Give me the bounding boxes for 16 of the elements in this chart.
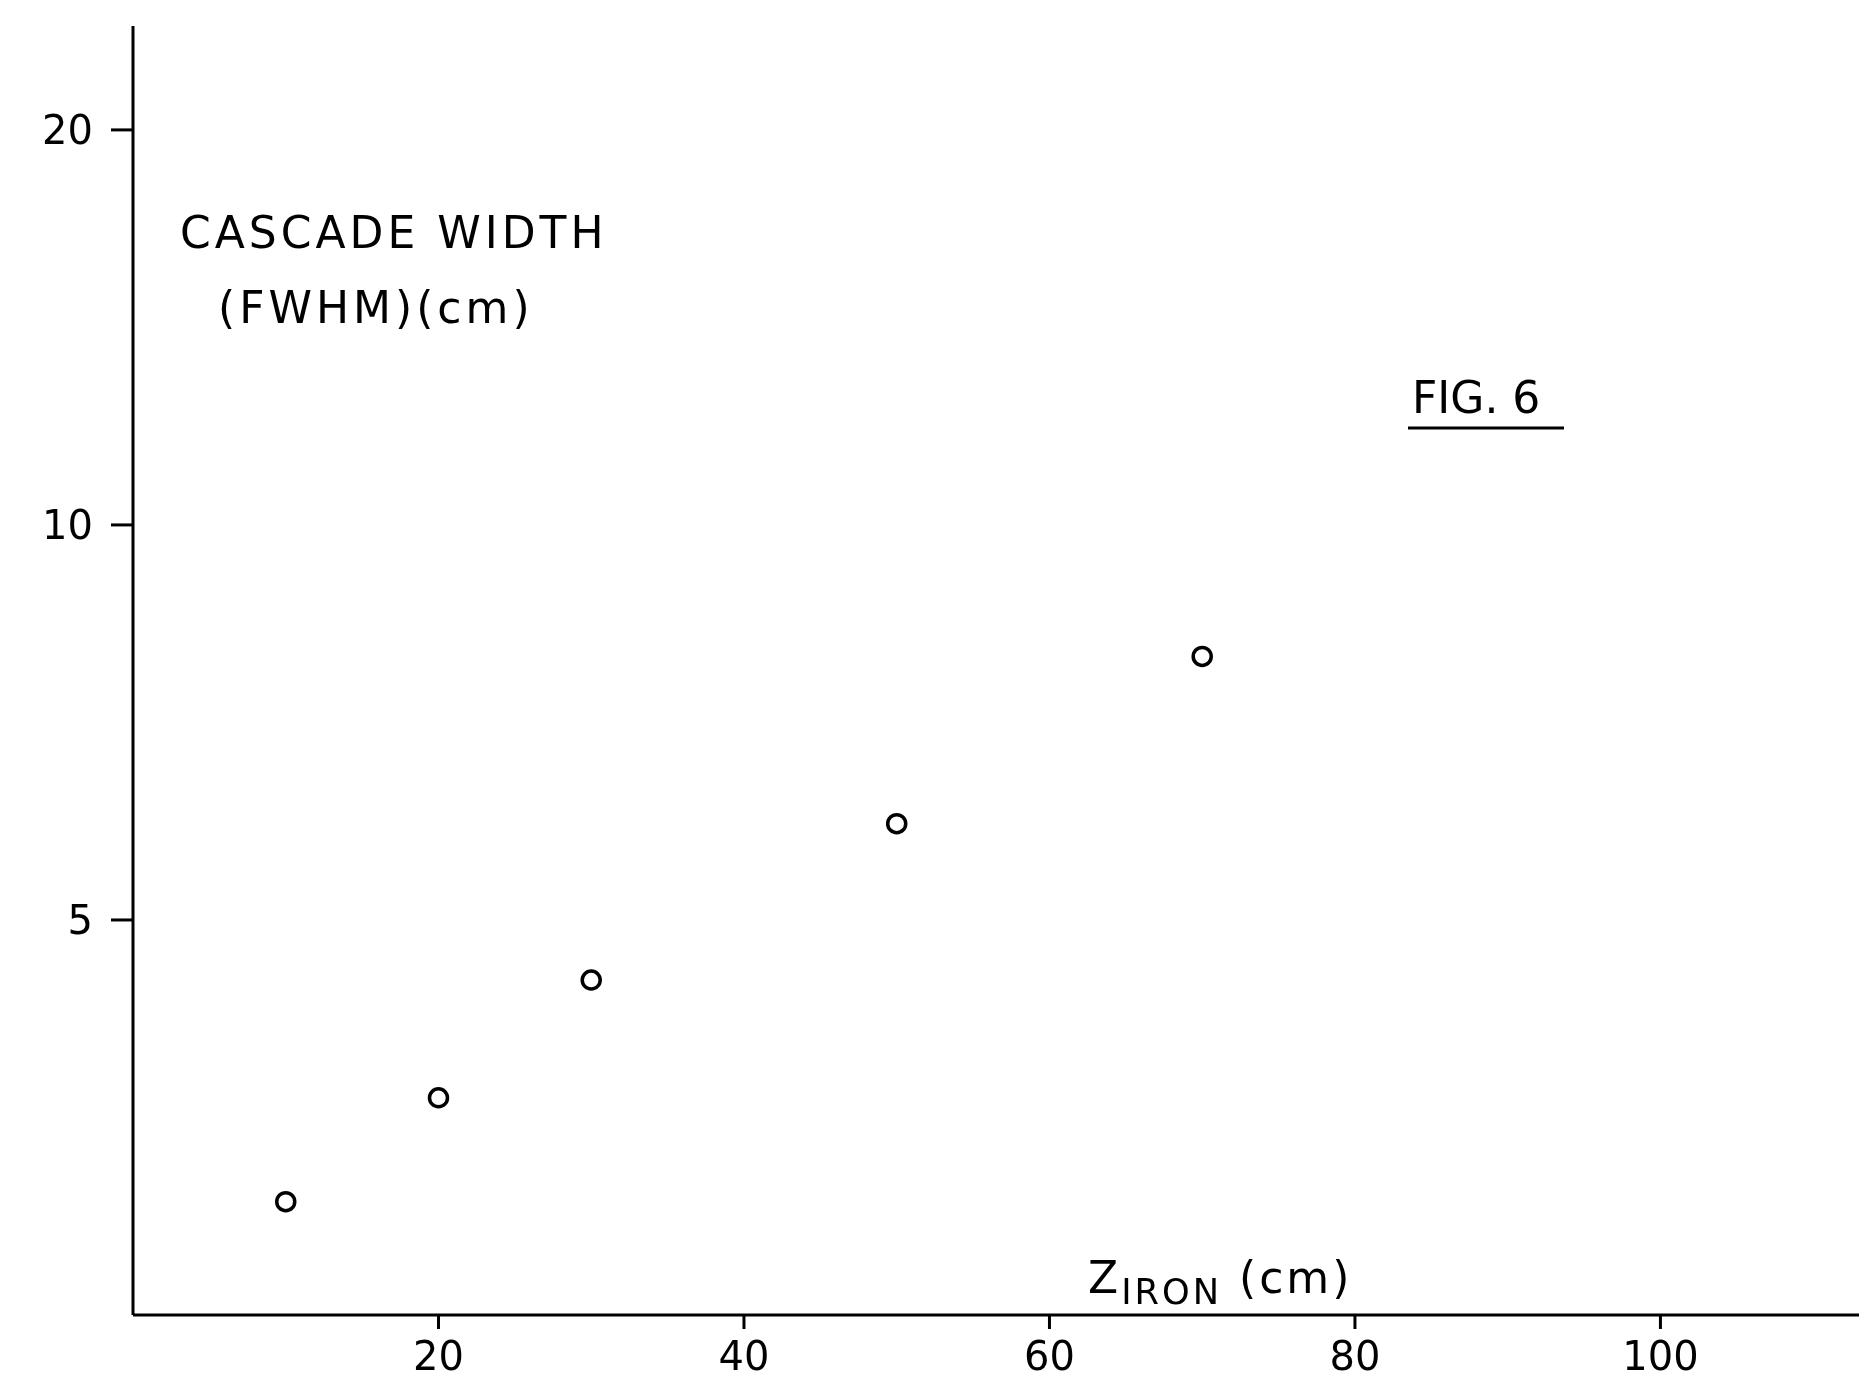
x-axis-title: Z$_{IRON}$ (cm) [1088,1252,1353,1312]
point [580,969,602,991]
x-tick-label: 80 [1329,1333,1381,1379]
point [1191,645,1213,668]
annotation: FIG. 6 [1412,372,1541,423]
point [274,1190,297,1213]
y-tick-label: 5 [67,896,93,943]
x-tick-label: 100 [1622,1333,1699,1379]
point [427,1087,450,1109]
point [885,812,908,835]
y-tick-label: 10 [42,501,93,548]
y-tick-label: 20 [42,106,93,153]
x-tick-label: 20 [413,1333,464,1379]
x-tick-label: 40 [718,1333,770,1379]
x-tick-label: 60 [1024,1333,1075,1379]
y-axis-title: CASCADE WIDTH (FWHM)(cm) [180,207,608,333]
